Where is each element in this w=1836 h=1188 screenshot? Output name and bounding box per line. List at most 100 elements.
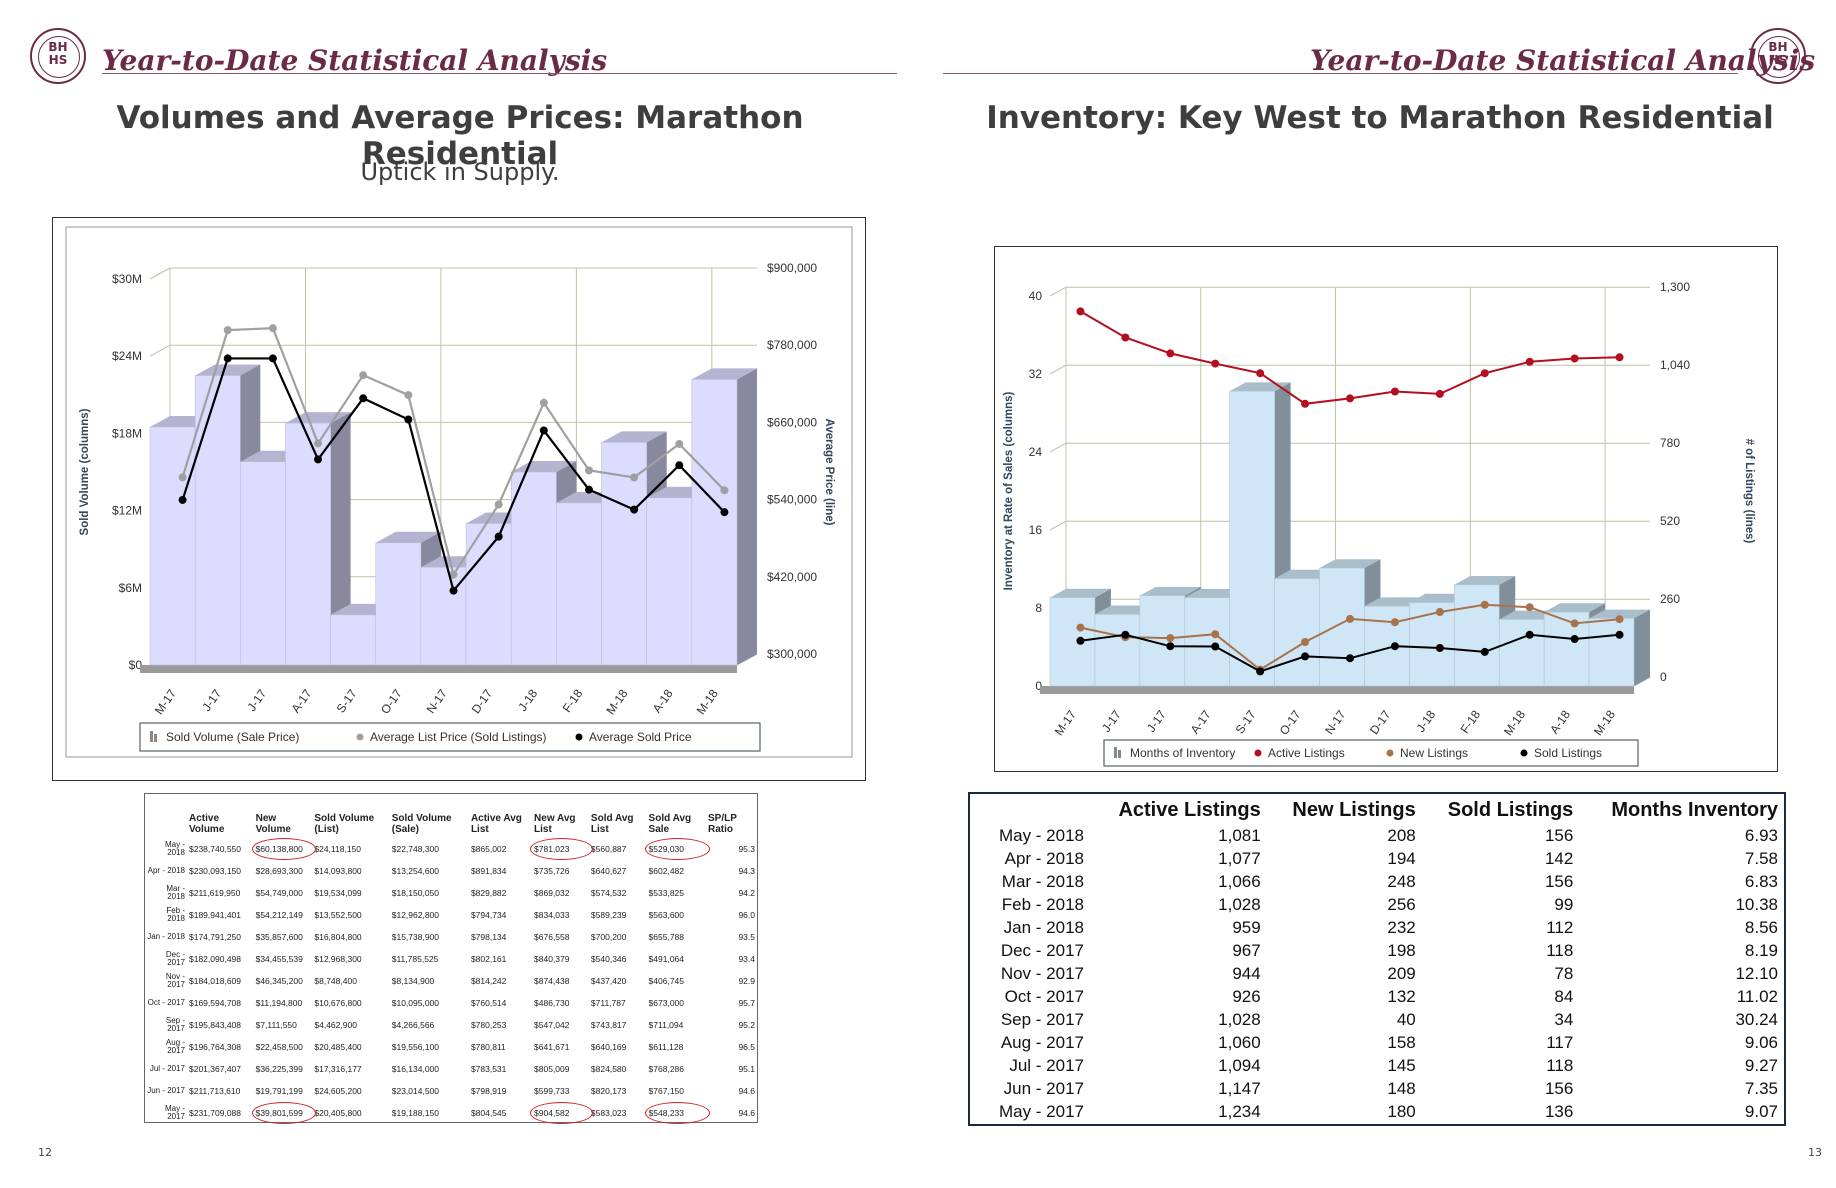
table-cell: $4,266,566 — [391, 1020, 435, 1030]
table-cell: $20,405,800 — [314, 1108, 362, 1118]
table-row-label: Mar - 2018 — [1001, 871, 1084, 891]
table-cell: $16,804,800 — [314, 932, 362, 942]
table-cell: $174,791,250 — [189, 932, 241, 942]
bar-top — [1050, 588, 1111, 598]
series-point — [675, 461, 684, 470]
series-point — [314, 455, 323, 464]
series-point — [1076, 307, 1085, 316]
series-point — [1166, 642, 1175, 651]
series-point — [1166, 634, 1175, 643]
bar — [510, 471, 557, 666]
y-tick-label: $0 — [129, 658, 143, 672]
bar-side — [737, 368, 757, 665]
table-cell: $12,962,800 — [391, 910, 440, 920]
table-cell: 6.83 — [1744, 871, 1778, 891]
table-cell: 93.4 — [738, 954, 755, 964]
banner-title-right: Year-to-Date Statistical Analysis — [1310, 44, 1816, 77]
series-point — [178, 495, 187, 504]
highlight-circle — [530, 1102, 593, 1124]
y-tick-label: 0 — [1035, 679, 1042, 693]
table-row-label: Jan - 2018 — [1003, 917, 1084, 937]
grid-line-side — [149, 267, 171, 280]
table-cell: 10.38 — [1735, 894, 1778, 914]
y-tick-label: $24M — [112, 349, 142, 363]
left-page-subtitle: Uptick in Supply. — [360, 158, 560, 186]
table-cell: $28,693,300 — [255, 866, 303, 876]
table-cell: $540,346 — [590, 954, 627, 964]
table-cell: 926 — [1232, 986, 1261, 1006]
series-point — [539, 398, 548, 407]
table-cell: 959 — [1232, 917, 1261, 937]
table-cell: $673,000 — [648, 998, 684, 1008]
series-point — [720, 508, 729, 517]
highlight-circle — [644, 1102, 710, 1124]
table-cell: $36,225,399 — [255, 1064, 303, 1074]
table-cell: $23,014,500 — [391, 1086, 440, 1096]
series-point — [1256, 667, 1265, 676]
series-point — [223, 354, 232, 363]
table-row: Sep - 2017 $195,843,408 $7,111,550 $4,462,9… — [145, 1014, 757, 1036]
table-header-cell — [970, 794, 1090, 824]
bar — [1454, 584, 1500, 687]
table-cell: $814,242 — [470, 976, 507, 986]
table-row: Apr - 2018 $230,093,150 $28,693,300 $14,093… — [145, 860, 757, 882]
series-point — [1211, 359, 1220, 368]
y2-tick-label: 520 — [1660, 514, 1680, 528]
series-point — [539, 426, 548, 435]
table-cell: 156 — [1544, 1078, 1574, 1098]
table-cell: $798,134 — [470, 932, 507, 942]
table-row: Aug - 2017 1,060 158 117 9.06 — [970, 1031, 1784, 1054]
bar-side — [1634, 609, 1650, 686]
table-cell: $196,764,308 — [189, 1042, 241, 1052]
table-row: Aug - 2017 $196,764,308 $22,458,500 $20,485… — [145, 1036, 757, 1058]
y2-tick-label: 1,040 — [1660, 358, 1690, 372]
series-point — [1211, 642, 1220, 651]
table-row: May - 2018 $238,740,550 $60,138,800 $24,118… — [145, 838, 757, 860]
table-cell: $7,111,550 — [255, 1020, 297, 1030]
left-page-title: Volumes and Average Prices: Marathon Res… — [116, 100, 804, 172]
table-row-label: Mar - 2018 — [166, 884, 185, 901]
y2-axis-title: # of Listings (lines) — [1743, 439, 1755, 544]
table-row-label: Apr - 2018 — [147, 866, 185, 875]
table-cell: $13,552,500 — [314, 910, 362, 920]
table-cell: $230,093,150 — [189, 866, 241, 876]
series-point — [1301, 652, 1310, 661]
table-cell: 256 — [1387, 894, 1416, 914]
y2-tick-label: 1,300 — [1660, 280, 1690, 294]
bar — [1229, 390, 1275, 687]
series-point — [314, 439, 323, 448]
table-cell: 7.58 — [1744, 848, 1778, 868]
bar — [1543, 611, 1590, 687]
series-point — [1076, 623, 1085, 632]
series-point — [1076, 636, 1085, 645]
bar — [601, 442, 647, 666]
series-point — [404, 415, 413, 424]
sold-volume-chart: $0 $300,000 $6M $420,000 $12M $540,000 $18M $66… — [52, 217, 866, 781]
y2-tick-label: $300,000 — [767, 647, 817, 661]
table-cell: $563,600 — [648, 910, 684, 920]
highlight-circle — [251, 1102, 317, 1124]
table-cell: $780,811 — [470, 1042, 506, 1052]
y-axis-title: Sold Volume (columns) — [79, 408, 91, 535]
table-row-label: Aug - 2017 — [1000, 1032, 1084, 1052]
table-cell: 96.5 — [738, 1042, 755, 1052]
table-row-label: Oct - 2017 — [1004, 986, 1084, 1006]
table-cell: $865,002 — [470, 844, 507, 854]
table-row: Jul - 2017 $201,367,407 $36,225,399 $17,316… — [145, 1058, 757, 1080]
legend-label: Sold Listings — [1534, 746, 1602, 760]
table-cell: 8.56 — [1744, 917, 1778, 937]
table-row-label: Sep - 2017 — [1000, 1009, 1084, 1029]
table-cell: 1,147 — [1218, 1078, 1261, 1098]
table-cell: 6.93 — [1744, 825, 1778, 845]
series-point — [1390, 642, 1399, 651]
table-row-label: Aug - 2017 — [165, 1038, 185, 1055]
y-tick-label: 24 — [1029, 445, 1043, 459]
table-cell: $39,801,599 — [251, 1102, 317, 1124]
table-row-label: Jul - 2017 — [149, 1064, 185, 1073]
table-header-cell: Active Volume — [189, 813, 225, 835]
table-cell: 194 — [1387, 848, 1416, 868]
table-cell: 156 — [1544, 825, 1574, 845]
table-row: Feb - 2018 1,028 256 99 10.38 — [970, 893, 1784, 916]
table-row-label: Apr - 2018 — [1004, 848, 1084, 868]
series-point — [404, 391, 413, 400]
